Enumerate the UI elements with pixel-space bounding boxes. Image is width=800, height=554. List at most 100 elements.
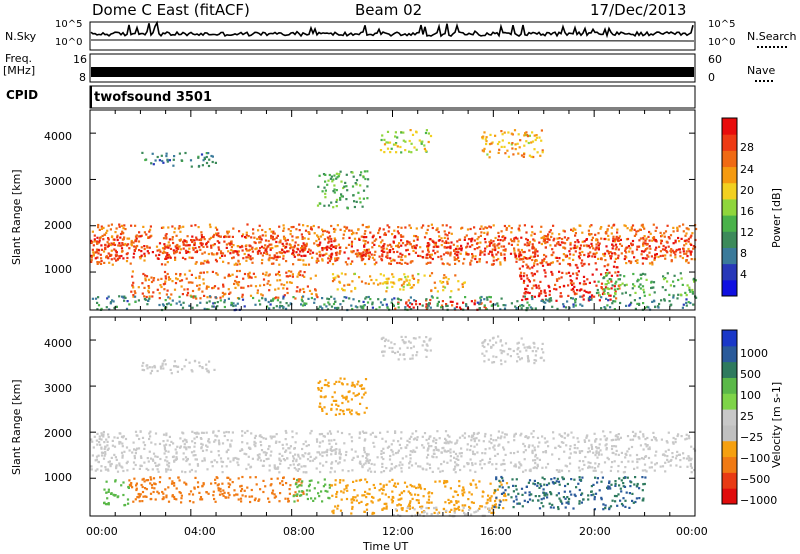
power-panel-cell [532,155,535,159]
power-panel-cell [490,304,493,307]
velocity-panel-cell [196,464,200,467]
velocity-panel-cell [365,452,368,456]
power-panel-cell [240,286,243,289]
velocity-panel-cell [513,465,516,468]
power-panel-cell [138,249,141,252]
power-panel-cell [606,264,609,267]
power-panel-cell [174,258,177,261]
power-panel-cell [184,244,187,247]
velocity-panel-cell [366,492,369,495]
power-panel-cell [536,250,539,253]
power-panel-cell [332,190,335,193]
power-panel-cell [689,290,692,293]
velocity-panel-cell [306,497,309,501]
velocity-panel-cell [598,443,601,446]
power-panel-cell [121,230,124,233]
velocity-panel-cell [381,508,384,511]
power-panel-cell [371,246,374,249]
velocity-panel-cell [405,509,408,513]
velocity-panel-cell [104,446,107,449]
power-panel-cell [195,297,198,300]
power-panel-cell [317,235,320,238]
power-panel-cell [315,239,318,243]
power-panel-cell [212,244,215,247]
power-panel-cell [543,289,546,292]
power-panel-cell [99,236,102,240]
power-panel-cell [279,251,282,254]
velocity-panel-cell [92,446,95,449]
power-panel-cell [685,242,688,245]
power-panel-cell [169,256,172,259]
power-panel-cell [582,298,585,301]
power-panel-cell [90,259,93,262]
power-panel-cell [565,272,568,275]
power-panel-cell [431,226,434,230]
power-panel-cell [275,296,278,299]
power-panel-cell [301,245,304,248]
velocity-panel-cell [609,469,612,472]
power-panel-cell [326,183,329,186]
power-panel-cell [229,252,232,255]
power-panel-cell [587,291,590,294]
power-panel-cell [670,260,673,263]
power-panel-cell [107,257,110,260]
velocity-panel-cell [641,469,644,472]
power-panel-cell [603,288,606,291]
velocity-panel-cell [331,510,334,513]
power-panel-cell [106,229,109,232]
power-panel-cell [555,256,558,259]
power-panel-cell [329,245,332,248]
velocity-panel-cell [159,457,162,461]
power-panel-cell [498,140,501,144]
power-panel-cell [528,249,531,252]
velocity-panel-cell [152,477,156,480]
power-panel-cell [339,196,342,200]
velocity-panel-cell [409,450,412,453]
velocity-panel-cell [412,449,415,452]
power-panel-cell [655,253,658,256]
power-panel-cell [203,157,206,160]
power-panel-cell [397,302,400,305]
power-panel-cell [230,246,233,249]
power-panel-cell [334,306,337,310]
power-panel-cell [496,302,499,305]
power-panel-cell [261,254,264,257]
power-panel-cell [523,134,526,137]
velocity-panel-cell [367,453,370,456]
power-panel-cell [298,223,301,226]
velocity-panel-cell [257,499,260,502]
velocity-panel-cell [581,450,584,453]
power-panel-cell [558,262,561,265]
power-panel-cell [394,143,397,146]
power-panel-cell [353,272,356,275]
power-panel-cell [454,262,457,265]
power-panel-cell [575,272,578,275]
power-panel-cell [533,134,536,137]
power-panel-cell [417,254,420,257]
velocity-panel-cell [384,440,387,443]
power-panel-cell [190,239,193,242]
power-panel-cell [381,134,384,137]
power-panel-cell [303,248,306,251]
power-panel-cell [573,244,576,247]
velocity-panel-cell [107,461,110,464]
power-panel-cell [379,149,383,152]
power-panel-cell [281,305,284,308]
power-panel-cell [279,304,282,307]
velocity-panel-cell [253,436,257,440]
power-panel-cell [127,243,130,246]
power-panel-cell [624,224,627,228]
velocity-panel-cell [276,467,279,470]
power-panel-cell [434,244,437,247]
velocity-panel-cell [415,438,419,441]
power-panel-cell [179,226,182,229]
velocity-panel-cell [232,459,235,462]
power-panel-cell [343,284,346,287]
power-panel-cell [400,284,404,287]
velocity-panel-cell [330,453,333,456]
power-panel-cell [429,134,433,138]
velocity-panel-cell [409,457,412,460]
velocity-panel-cell [396,482,400,485]
velocity-panel-cell [482,440,485,443]
velocity-panel-cell [95,458,98,461]
